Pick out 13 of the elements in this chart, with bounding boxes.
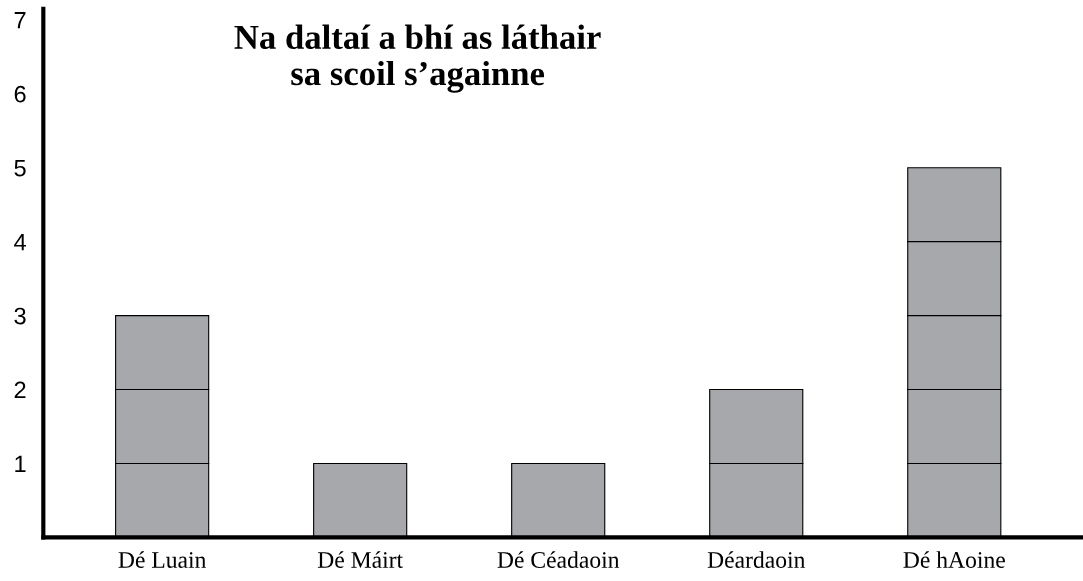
y-tick-label: 6 (14, 85, 26, 103)
y-tick-label: 7 (14, 12, 26, 29)
x-tick-label: Dé hAoine (903, 551, 1005, 568)
y-tick-label: 1 (15, 455, 26, 473)
text: Na daltaí a bhí as láthair sa scoil s’againne (234, 24, 601, 93)
y-tick-label: 2 (14, 381, 26, 399)
x-tick-label: Dé Céadaoin (497, 551, 620, 568)
x-tick-label: Dé Luain (118, 551, 207, 568)
y-tick-label: 5 (14, 160, 26, 177)
x-tick-label: Dé Máirt (317, 551, 403, 568)
y-tick-label: 4 (14, 233, 26, 251)
x-tick-label: Déardaoin (707, 551, 806, 568)
y-tick-label: 3 (14, 307, 26, 325)
